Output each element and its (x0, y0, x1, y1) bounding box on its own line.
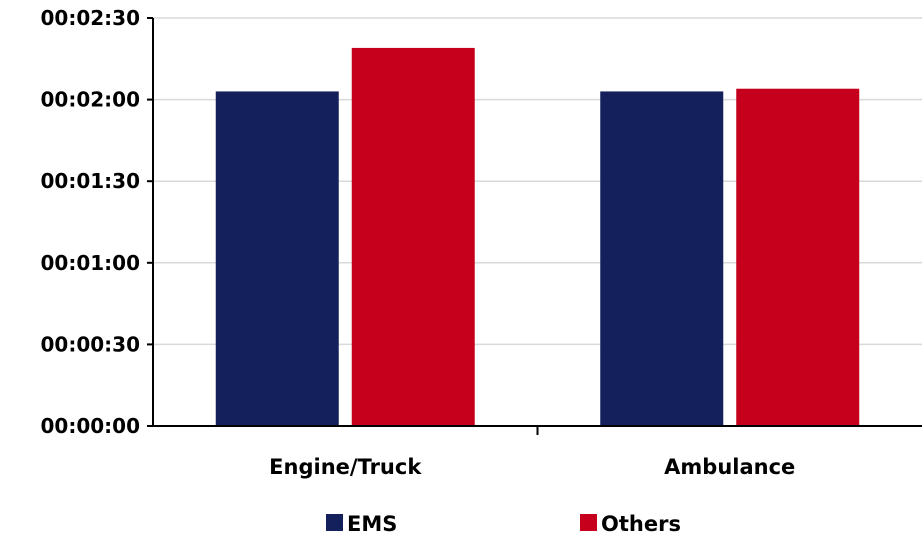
legend-label-others: Others (601, 512, 681, 536)
legend: EMS Others (326, 512, 681, 536)
x-category-label: Ambulance (664, 455, 795, 479)
bar-ems-1 (600, 91, 724, 426)
bar-ems-0 (215, 91, 339, 426)
axes (147, 17, 922, 435)
bar-others-1 (736, 88, 860, 426)
y-tick-label: 00:00:00 (41, 414, 141, 438)
bar-others-0 (351, 47, 475, 427)
y-tick-label: 00:01:00 (41, 251, 141, 275)
y-tick-label: 00:00:30 (41, 332, 141, 356)
bars (215, 47, 860, 427)
y-tick-label: 00:02:30 (41, 6, 141, 30)
legend-swatch-ems (326, 514, 343, 531)
y-tick-labels: 00:00:00 00:00:30 00:01:00 00:01:30 00:02:00… (41, 6, 141, 438)
y-tick-label: 00:01:30 (41, 169, 141, 193)
x-category-labels: Engine/Truck Ambulance (269, 455, 795, 479)
legend-label-ems: EMS (347, 512, 397, 536)
legend-swatch-others (580, 514, 597, 531)
y-tick-label: 00:02:00 (41, 88, 141, 112)
x-category-label: Engine/Truck (269, 455, 422, 479)
